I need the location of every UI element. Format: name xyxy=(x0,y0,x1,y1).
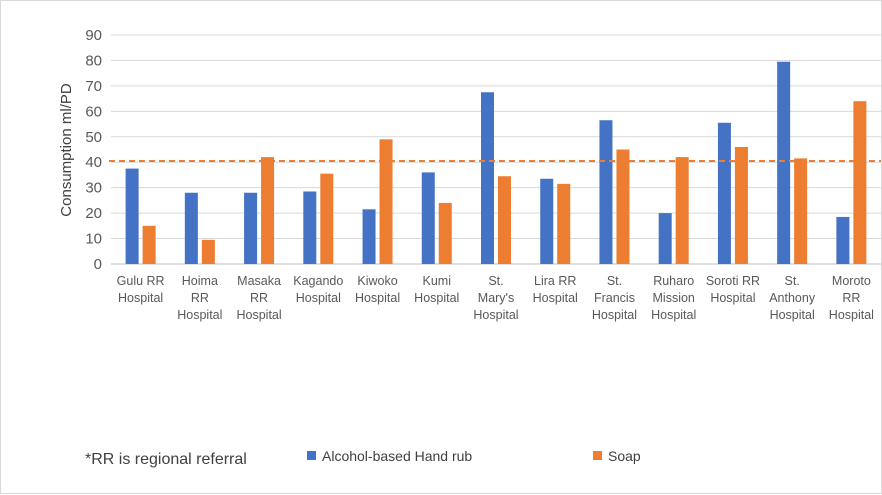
legend-label-soap: Soap xyxy=(608,448,641,464)
y-tick-label: 50 xyxy=(85,129,102,146)
x-tick-label: Gulu RR Hospital xyxy=(117,274,165,305)
legend-swatch-hand-rub xyxy=(307,451,316,460)
x-tick-label: St. Anthony Hospital xyxy=(769,274,816,322)
bar-hand-rub xyxy=(125,168,139,264)
bar-soap xyxy=(498,176,511,264)
bar-soap xyxy=(438,202,452,264)
legend-label-hand-rub: Alcohol-based Hand rub xyxy=(322,448,472,464)
y-tick-label: 80 xyxy=(85,52,102,69)
x-tick-label: Lira RR Hospital xyxy=(533,274,578,305)
x-tick-label: St. Francis Hospital xyxy=(592,274,637,322)
y-tick-label: 0 xyxy=(94,256,102,273)
bar-hand-rub xyxy=(244,192,258,264)
y-tick-label: 90 xyxy=(85,27,102,44)
bar-soap xyxy=(379,139,393,264)
bar-hand-rub xyxy=(303,191,317,264)
legend: Alcohol-based Hand rub Soap xyxy=(307,448,641,464)
x-tick-label: Ruharo Mission Hospital xyxy=(651,274,696,322)
x-tick-label: Kagando Hospital xyxy=(293,274,343,305)
x-tick-label: Soroti RR Hospital xyxy=(706,274,760,305)
bar-hand-rub xyxy=(599,120,613,264)
gridlines xyxy=(111,34,881,265)
bar-soap xyxy=(734,146,748,264)
bar-hand-rub xyxy=(836,216,850,264)
bar-soap xyxy=(261,157,275,264)
bar-soap xyxy=(557,183,571,264)
x-tick-label: Kiwoko Hospital xyxy=(355,274,400,305)
bar-hand-rub xyxy=(421,172,435,264)
bar-hand-rub xyxy=(777,61,791,264)
legend-swatch-soap xyxy=(593,451,602,460)
bar-soap xyxy=(794,158,808,264)
bar-soap xyxy=(853,101,867,265)
bar-soap xyxy=(675,157,689,264)
bar-hand-rub xyxy=(184,192,198,264)
footnote: *RR is regional referral xyxy=(85,451,247,468)
bar-hand-rub xyxy=(362,209,376,264)
x-tick-label: Moroto RR Hospital xyxy=(829,274,874,322)
category-labels: Gulu RR Hospital Hoima RR Hospital Masaka RR Ho… xyxy=(117,274,874,322)
y-tick-label: 10 xyxy=(85,231,102,248)
y-axis-label: Consumption ml/PD xyxy=(58,83,75,217)
y-tick-label: 70 xyxy=(85,78,102,95)
x-tick-label: Masaka RR Hospital xyxy=(236,274,281,322)
y-tick-label: 20 xyxy=(85,205,102,222)
bar-hand-rub xyxy=(481,92,494,264)
x-tick-label: Hoima RR Hospital xyxy=(177,274,222,322)
bar-soap xyxy=(616,149,630,264)
y-tick-label: 60 xyxy=(85,103,102,120)
y-axis-ticks: 0 10 20 30 40 50 60 70 80 90 xyxy=(85,27,102,273)
bar-hand-rub xyxy=(658,213,672,264)
bar-soap xyxy=(142,225,156,264)
bar-soap xyxy=(201,239,215,264)
bar-hand-rub xyxy=(717,122,731,265)
bars xyxy=(125,61,867,265)
bar-soap xyxy=(320,173,334,264)
y-tick-label: 30 xyxy=(85,180,102,197)
x-tick-label: Kumi Hospital xyxy=(414,274,459,305)
bar-hand-rub xyxy=(540,178,554,264)
x-tick-label: St. Mary's Hospital xyxy=(473,274,518,322)
y-tick-label: 40 xyxy=(85,154,102,171)
